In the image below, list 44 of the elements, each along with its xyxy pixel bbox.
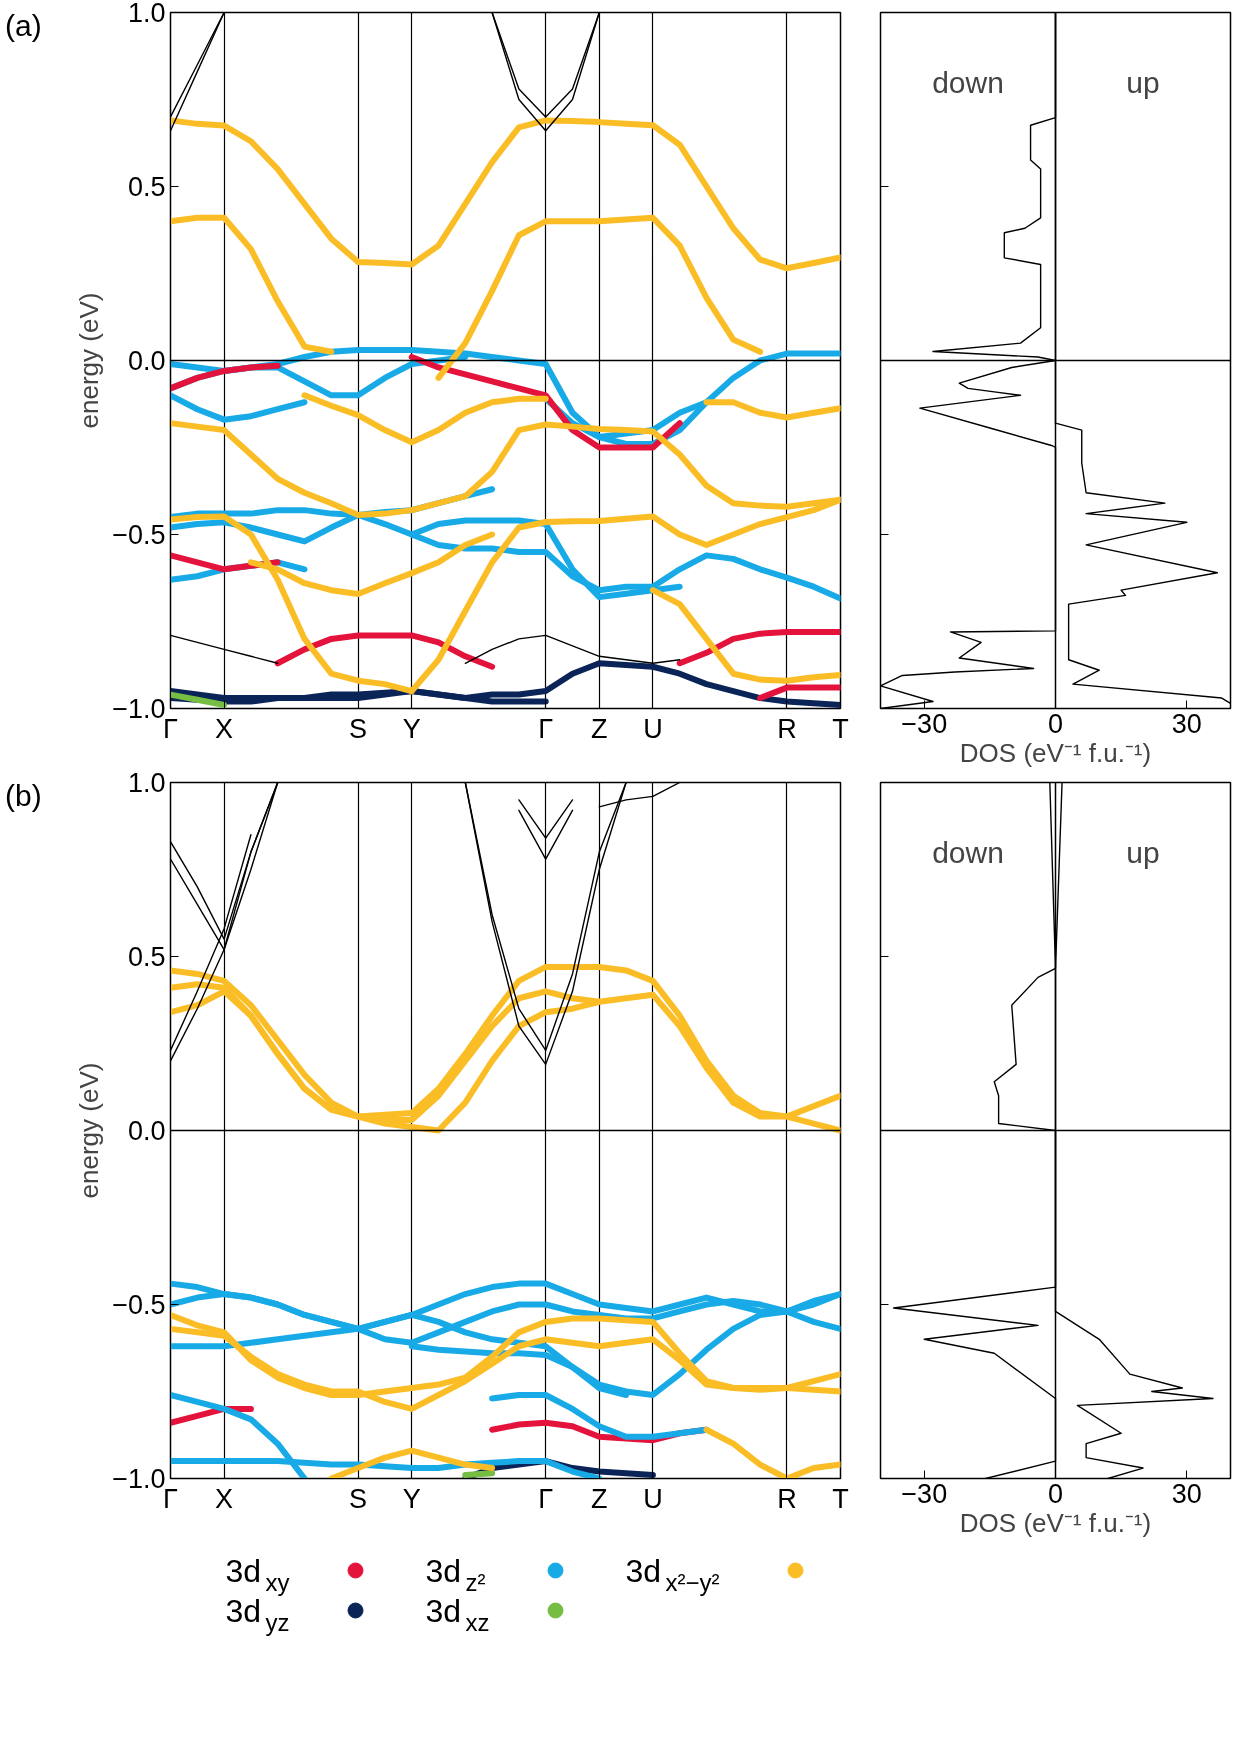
x-tick-label: Γ bbox=[538, 713, 554, 744]
y-tick-label: −0.5 bbox=[112, 520, 166, 550]
x-tick-label: Y bbox=[402, 1483, 421, 1514]
y-axis-title: energy (eV) bbox=[74, 292, 105, 429]
x-tick-label: 30 bbox=[1171, 1478, 1202, 1509]
x-tick-label: Γ bbox=[163, 1483, 179, 1514]
x-tick-label: Γ bbox=[538, 1483, 554, 1514]
x-axis-title: DOS (eV⁻¹ f.u.⁻¹) bbox=[959, 1507, 1152, 1538]
x-tick-label: Y bbox=[402, 713, 421, 744]
annotation: up bbox=[1126, 835, 1160, 869]
y-tick-label: −1.0 bbox=[112, 1464, 166, 1494]
y-tick-label: 0.5 bbox=[127, 172, 166, 202]
x-tick-label: U bbox=[643, 1483, 663, 1514]
chart-title: (a) bbox=[5, 8, 42, 44]
annotation: down bbox=[932, 835, 1004, 869]
x-tick-label: 30 bbox=[1171, 708, 1202, 739]
x-tick-label: T bbox=[832, 1483, 849, 1514]
annotation: down bbox=[932, 65, 1004, 99]
y-tick-label: 1.0 bbox=[127, 768, 166, 798]
x-tick-label: R bbox=[777, 1483, 797, 1514]
annotation: up bbox=[1126, 65, 1160, 99]
x-tick-label: U bbox=[643, 713, 663, 744]
y-axis-title: energy (eV) bbox=[74, 1062, 105, 1199]
x-tick-label: T bbox=[832, 713, 849, 744]
y-tick-label: 0.0 bbox=[127, 1116, 166, 1146]
x-tick-label: 0 bbox=[1047, 1478, 1064, 1509]
x-tick-label: Γ bbox=[163, 713, 179, 744]
x-tick-label: Z bbox=[591, 1483, 608, 1514]
x-axis-title: DOS (eV⁻¹ f.u.⁻¹) bbox=[959, 737, 1152, 768]
x-tick-label: 0 bbox=[1047, 708, 1064, 739]
y-tick-label: −0.5 bbox=[112, 1290, 166, 1320]
y-tick-label: 1.0 bbox=[127, 0, 166, 28]
x-tick-label: Z bbox=[591, 713, 608, 744]
y-tick-label: 0.0 bbox=[127, 346, 166, 376]
x-tick-label: S bbox=[349, 1483, 368, 1514]
x-tick-label: R bbox=[777, 713, 797, 744]
x-tick-label: X bbox=[215, 713, 234, 744]
chart-title: (b) bbox=[5, 778, 42, 814]
y-tick-label: 0.5 bbox=[127, 942, 166, 972]
x-tick-label: X bbox=[215, 1483, 234, 1514]
y-tick-label: −1.0 bbox=[112, 694, 166, 724]
x-tick-label: −30 bbox=[901, 708, 948, 739]
x-tick-label: S bbox=[349, 713, 368, 744]
x-tick-label: −30 bbox=[901, 1478, 948, 1509]
